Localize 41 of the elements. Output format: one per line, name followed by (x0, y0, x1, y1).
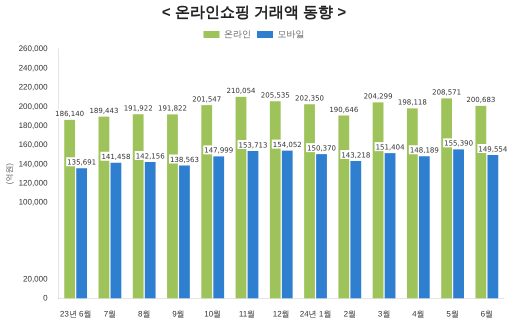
bar (316, 154, 327, 298)
chart-title: < 온라인쇼핑 거래액 동향 > (162, 4, 346, 22)
y-tick-label: 0 (43, 294, 48, 303)
bar (110, 162, 122, 298)
x-tick-label: 9월 (172, 309, 185, 318)
bar (213, 156, 224, 298)
x-tick-label: 10월 (204, 309, 222, 318)
x-tick-label: 4월 (412, 309, 425, 318)
x-tick-label: 6월 (480, 309, 494, 318)
x-tick-label: 8월 (138, 309, 150, 318)
bar (179, 165, 190, 298)
bar (350, 161, 362, 298)
x-tick-label: 7월 (104, 309, 116, 318)
x-tick-label: 5월 (446, 309, 459, 318)
x-tick-label: 3월 (378, 309, 390, 318)
bar (76, 168, 88, 298)
x-tick-label: 12월 (272, 309, 290, 318)
bar (144, 162, 156, 298)
y-tick-label: 260,000 (18, 44, 48, 54)
y-tick-label: 100,000 (18, 198, 48, 207)
y-axis-title: (억원) (5, 162, 14, 184)
y-tick-label: 20,000 (23, 274, 48, 284)
x-tick-label: 11월 (238, 309, 256, 318)
y-tick-label: 140,000 (18, 159, 48, 168)
y-tick-label: 180,000 (18, 120, 48, 130)
bar (418, 156, 430, 298)
y-tick-label: 240,000 (18, 63, 48, 72)
bar (453, 149, 464, 298)
x-tick-label: 24년 1월 (300, 309, 332, 318)
bar (248, 150, 258, 298)
y-tick-label: 220,000 (18, 82, 48, 92)
y-tick-label: 200,000 (18, 102, 48, 111)
legend-label: 모바일 (278, 28, 304, 39)
x-tick-label: 2월 (344, 309, 356, 318)
bar (384, 153, 396, 298)
x-tick-label: 23년 6월 (60, 309, 92, 318)
bar (282, 150, 293, 298)
bar (487, 154, 498, 298)
y-tick-label: 120,000 (18, 178, 48, 188)
y-tick-label: 160,000 (18, 140, 48, 150)
legend-label: 온라인 (224, 28, 251, 39)
